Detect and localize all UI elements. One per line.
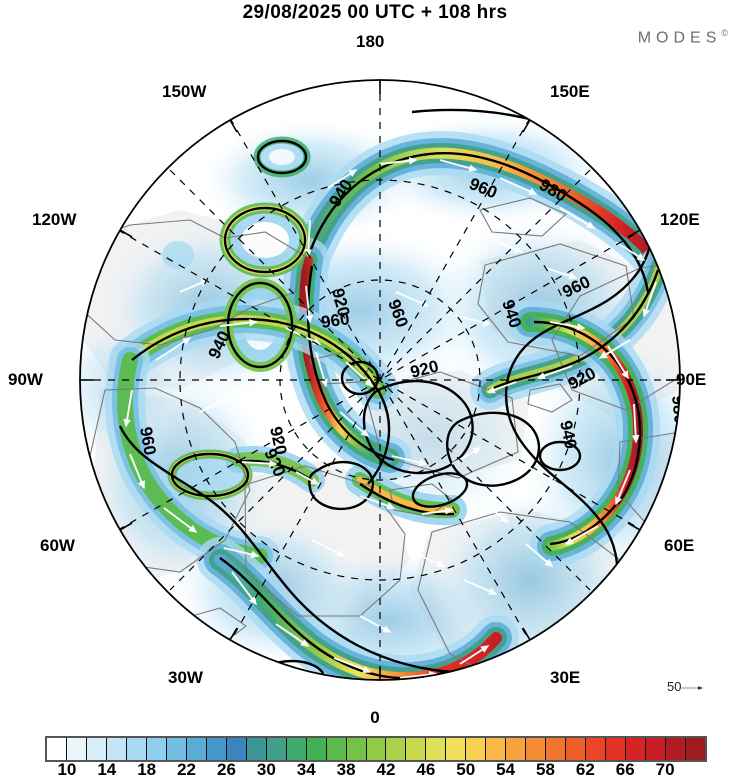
colorbar-cell — [526, 738, 547, 760]
colorbar-cell — [506, 738, 527, 760]
colorbar-cell — [206, 738, 227, 760]
colorbar-tick: 34 — [296, 760, 316, 779]
globe-outline — [79, 79, 681, 681]
wind-vectors — [123, 156, 680, 679]
colorbar-tick: 30 — [256, 760, 276, 779]
reference-vector-arrow — [681, 686, 703, 690]
colorbar — [45, 736, 707, 762]
colorbar-tick: 10 — [57, 760, 77, 779]
colorbar-cell — [386, 738, 407, 760]
map-contents: 940 960 980 920 960 960 940 920 940 960 … — [80, 80, 690, 680]
colorbar-cell — [186, 738, 207, 760]
colorbar-tick: 62 — [575, 760, 595, 779]
modes-logo: MODES© — [638, 28, 728, 47]
graticule — [80, 80, 680, 680]
contour-label-960-b: 960 — [320, 309, 351, 332]
colorbar-cell — [326, 738, 347, 760]
colorbar-cell — [126, 738, 147, 760]
colorbar-tick: 42 — [376, 760, 396, 779]
colorbar-cell — [586, 738, 607, 760]
outer-ticks — [80, 80, 680, 680]
colorbar-cell — [666, 738, 686, 760]
colorbar-cell — [246, 738, 267, 760]
colorbar-tick: 58 — [536, 760, 555, 779]
colorbar-cell — [646, 738, 667, 760]
colorbar-ticks: 10 14 18 22 26 30 34 38 42 46 50 54 58 62 66 70 — [45, 760, 707, 782]
colorbar-cell — [146, 738, 167, 760]
colorbar-cell — [426, 738, 447, 760]
colorbar-tick: 18 — [137, 760, 157, 779]
colorbar-cell — [606, 738, 627, 760]
colorbar-cell — [346, 738, 367, 760]
colorbar-cell — [266, 738, 287, 760]
colorbar-tick: 26 — [216, 760, 236, 779]
colorbar-cell — [166, 738, 187, 760]
lon-label-60w: 60W — [40, 536, 75, 555]
lon-label-180: 180 — [356, 32, 385, 51]
colorbar-cell — [66, 738, 87, 760]
lon-label-150e: 150E — [550, 82, 590, 101]
contour-label-960-e: 960 — [136, 425, 160, 456]
lon-label-150w: 150W — [162, 82, 207, 101]
brand-text: MODES — [637, 29, 722, 47]
colorbar-cell — [686, 738, 705, 760]
lon-label-120e: 120E — [660, 210, 700, 229]
colorbar-tick: 66 — [615, 760, 635, 779]
lon-label-0: 0 — [370, 708, 380, 727]
colorbar-cells — [45, 736, 707, 762]
lon-label-90w: 90W — [8, 370, 43, 389]
colorbar-cell — [406, 738, 427, 760]
copyright-mark: © — [721, 28, 728, 38]
colorbar-cell — [286, 738, 307, 760]
colorbar-cell — [486, 738, 507, 760]
colorbar-tick: 54 — [496, 760, 516, 779]
lon-label-30w: 30W — [168, 668, 203, 687]
lon-label-30e: 30E — [550, 668, 581, 687]
colorbar-tick: 14 — [97, 760, 117, 779]
map-svg: 940 960 980 920 960 960 940 920 940 960 … — [79, 79, 690, 681]
colorbar-cell — [366, 738, 387, 760]
colorbar-tick: 50 — [456, 760, 476, 779]
colorbar-tick: 38 — [336, 760, 356, 779]
colorbar-tick: 46 — [416, 760, 436, 779]
coastlines — [80, 159, 680, 680]
colorbar-cell — [47, 738, 67, 760]
lon-label-60e: 60E — [664, 536, 695, 555]
lon-label-120w: 120W — [32, 210, 77, 229]
lon-label-90e: 90E — [676, 370, 707, 389]
colorbar-cell — [446, 738, 467, 760]
colorbar-cell — [306, 738, 327, 760]
colorbar-cell — [626, 738, 647, 760]
colorbar-tick: 70 — [655, 760, 675, 779]
colorbar-cell — [226, 738, 247, 760]
page-title: 29/08/2025 00 UTC + 108 hrs — [242, 2, 508, 23]
colorbar-cell — [566, 738, 587, 760]
colorbar-tick: 22 — [177, 760, 197, 779]
contour-label-980-b: 980 — [668, 394, 690, 424]
polar-map: 940 960 980 920 960 960 940 920 940 960 … — [8, 32, 706, 700]
colorbar-cell — [86, 738, 107, 760]
colorbar-cell — [466, 738, 487, 760]
colorbar-cell — [106, 738, 127, 760]
colorbar-cell — [546, 738, 567, 760]
reference-vector-label: 50 — [667, 679, 682, 694]
